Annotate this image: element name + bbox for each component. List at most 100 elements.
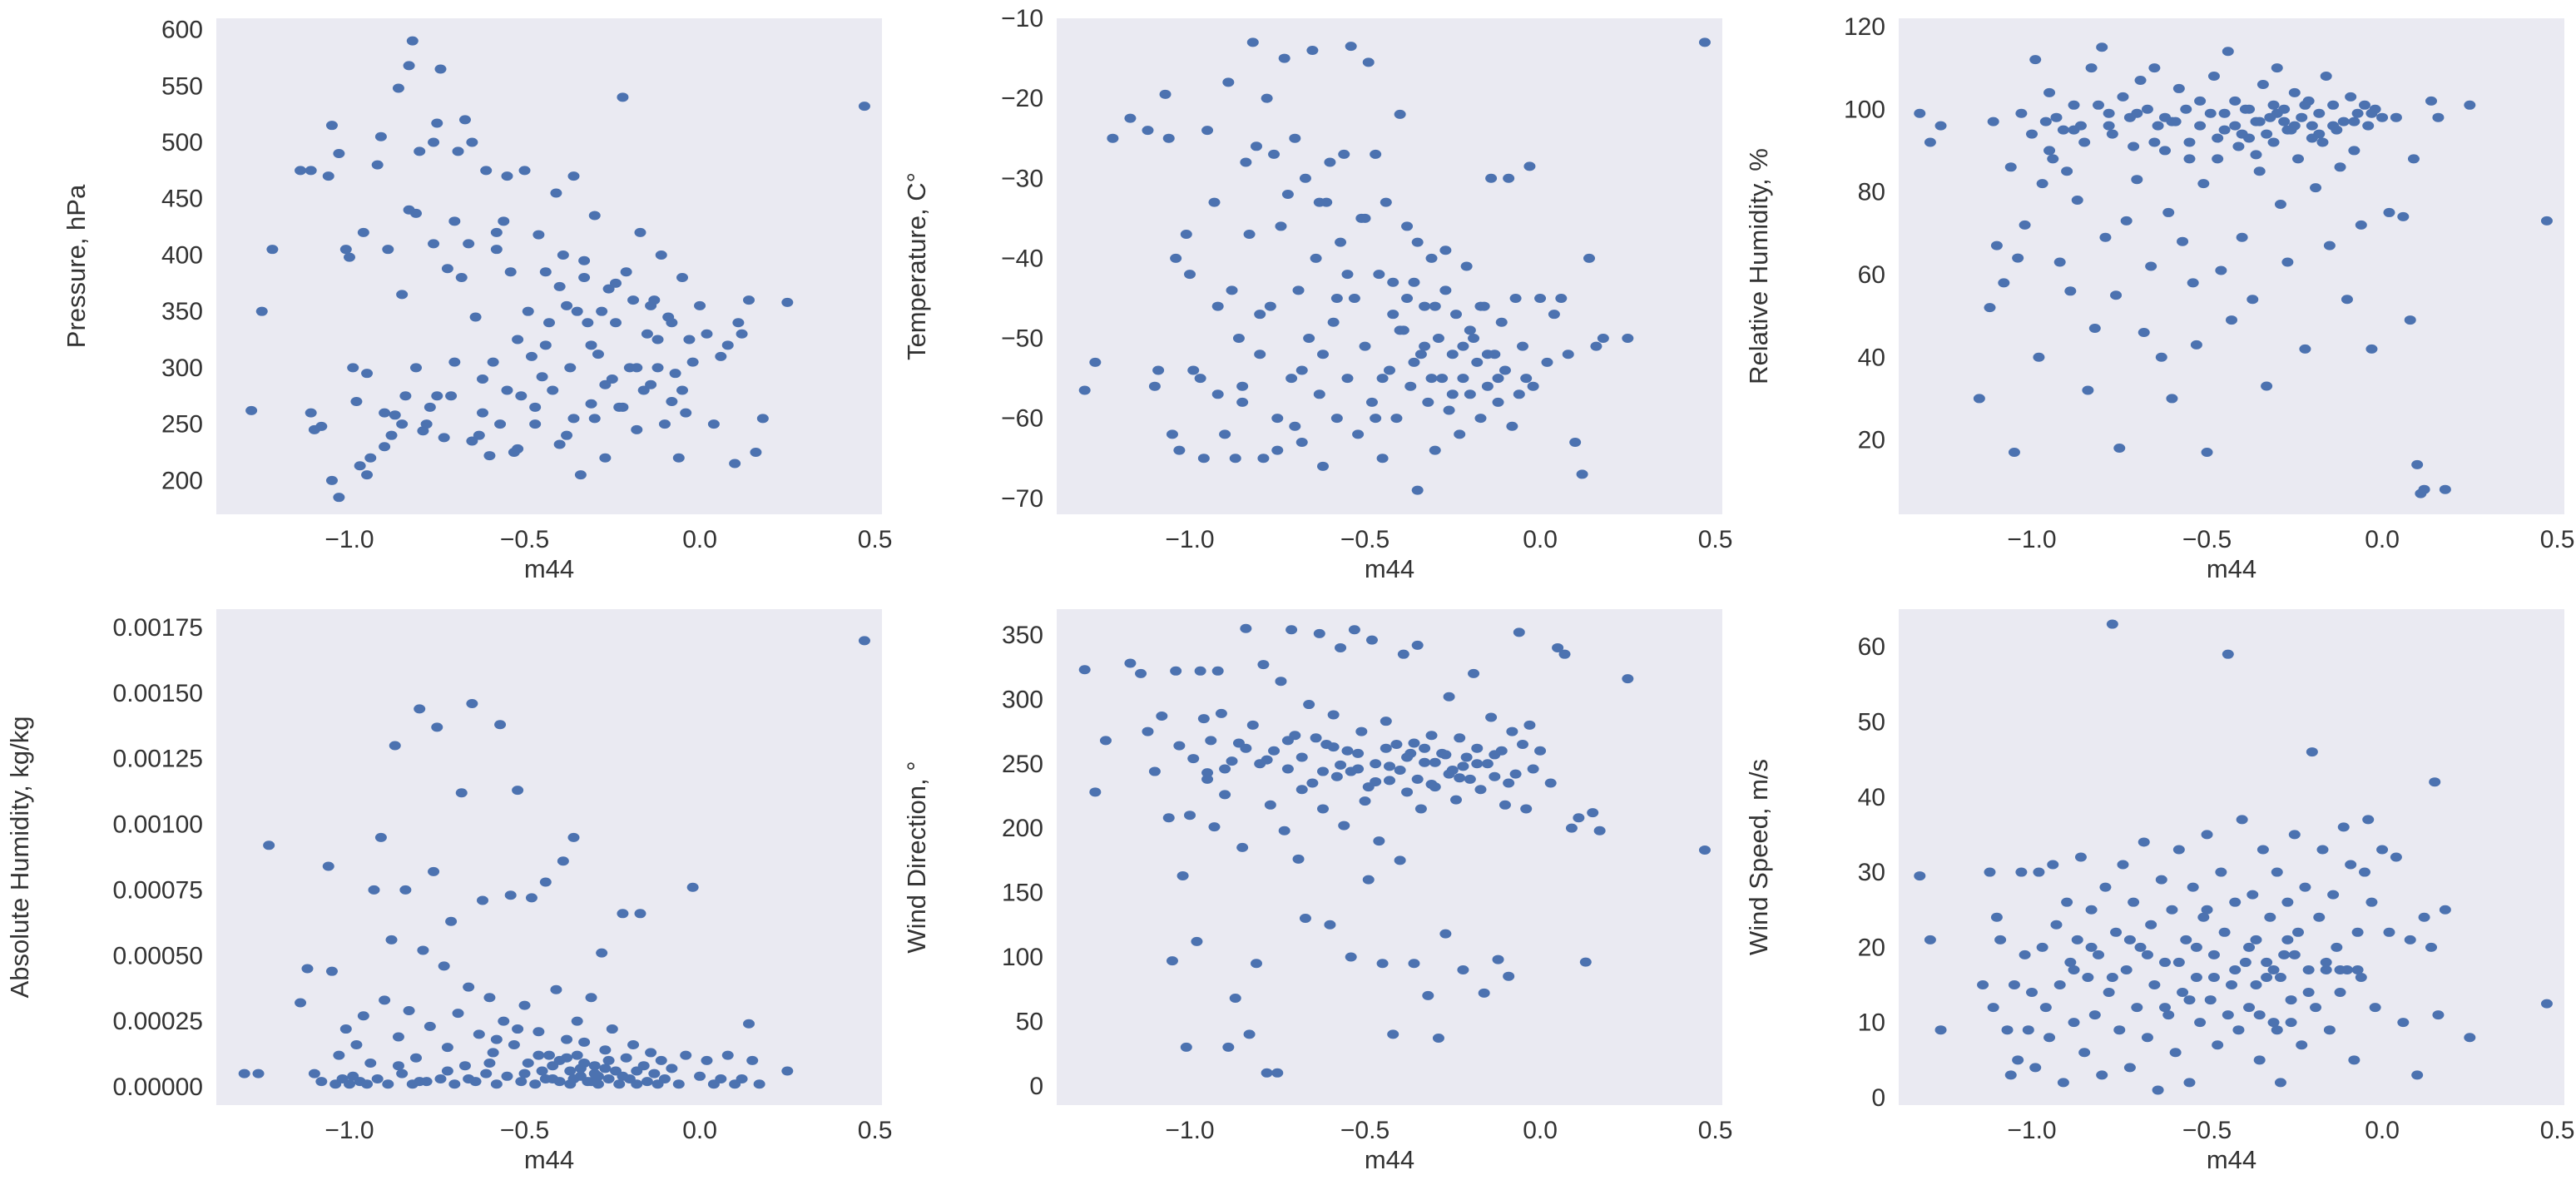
data-point [2088,324,2101,333]
data-point [2267,100,2280,110]
data-point [1345,42,1357,52]
data-point [1429,757,1441,767]
data-point [1404,381,1417,391]
data-point [1173,445,1186,455]
data-point [1394,766,1406,776]
data-point [1180,230,1192,240]
y-tick-label: −10 [1001,5,1043,32]
data-point [1352,748,1365,758]
data-point [2320,957,2332,967]
data-point [2012,1055,2024,1065]
data-point [553,1077,566,1087]
data-point [588,1061,601,1071]
data-point [2050,920,2063,930]
data-point [1222,77,1235,87]
data-point [1454,429,1466,439]
data-point [1408,277,1420,287]
data-point [410,363,422,373]
data-point [1295,365,1308,375]
y-tick-label: −70 [1001,485,1043,513]
data-point [1534,293,1547,303]
data-point [392,83,404,93]
data-point [515,1077,528,1087]
data-point [1201,126,1214,136]
data-point [1352,429,1365,439]
data-point [1411,237,1424,247]
data-point [1401,752,1414,762]
data-point [2274,1078,2286,1088]
data-point [2134,942,2147,952]
data-point [550,984,562,994]
data-point [543,1050,555,1060]
data-point [490,245,503,255]
data-point [2103,121,2115,131]
data-point [1457,374,1469,384]
data-point [2404,315,2416,325]
data-point [2351,108,2364,118]
data-point [2183,137,2196,147]
data-point [1446,389,1459,399]
data-point [357,227,369,237]
data-point [781,297,794,307]
data-point [2029,55,2042,65]
data-point [428,137,440,147]
data-point [1436,374,1449,384]
y-tick-label: 40 [1858,344,1885,371]
data-point [694,300,706,310]
data-point [410,1053,422,1063]
data-point [1208,197,1221,207]
data-point [1211,301,1224,311]
data-point [1229,454,1241,464]
data-point [420,419,433,429]
data-point [2078,1048,2091,1058]
data-point [333,1050,345,1060]
data-point [2271,1025,2283,1035]
data-point [2201,448,2213,457]
data-point [1324,920,1336,930]
data-point [504,890,517,900]
data-point [641,1077,653,1087]
data-point [1474,301,1487,311]
data-point [1552,642,1564,652]
data-point [2093,100,2104,110]
data-point [483,451,496,461]
data-point [339,1024,352,1034]
data-point [2159,146,2171,156]
data-point [1489,750,1501,760]
data-point [1460,261,1473,271]
y-tick-label: 0.00175 [113,614,203,642]
data-point [1503,173,1515,183]
x-tick-label: 0.0 [1523,526,1558,553]
data-point [1148,381,1161,391]
data-point [2187,882,2199,892]
data-point [2036,942,2048,952]
data-point [2068,964,2080,974]
data-point [1317,766,1329,776]
data-point [2015,867,2028,877]
data-point [1464,325,1476,335]
data-point [1590,341,1603,351]
x-tick-label: −1.0 [2007,1117,2056,1144]
data-point [2145,261,2157,271]
data-point [325,475,338,485]
data-point [2274,972,2286,982]
data-point [2015,108,2028,118]
data-point [1489,771,1501,781]
data-point [1454,733,1466,743]
data-point [490,1034,503,1044]
data-point [374,131,387,141]
y-tick-label: 100 [1002,944,1043,971]
data-point [1419,743,1431,753]
data-point [463,982,475,992]
data-point [1376,959,1389,969]
data-point [2247,890,2259,900]
data-point [1215,708,1227,718]
data-point [701,329,713,339]
data-point [2390,852,2402,862]
data-point [1243,1029,1256,1039]
data-point [458,115,471,125]
data-point [1457,341,1469,351]
data-point [2327,121,2340,131]
data-point [2383,207,2395,217]
data-point [2008,980,2020,990]
